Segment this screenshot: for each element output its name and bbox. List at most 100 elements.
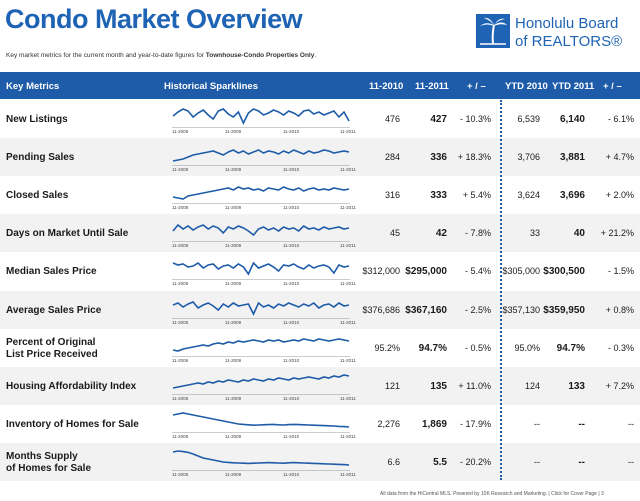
sparkline-tick-label: 11-2009 <box>225 129 242 134</box>
sparkline-tick-label: 11-2010 <box>283 243 300 249</box>
sparkline-tick-label: 11-2010 <box>283 167 300 173</box>
sparkline-tick-label: 11-2008 <box>172 281 189 287</box>
sparkline-tick-label: 11-2010 <box>283 433 300 439</box>
value-month-2010: 121 <box>384 380 400 391</box>
value-ytd-2010: $357,130 <box>502 304 540 315</box>
sparkline-tick-label: 11-2010 <box>283 395 300 401</box>
sparkline-tick-label: 11-2009 <box>225 243 242 249</box>
value-change: + 18.3% <box>457 152 491 163</box>
value-ytd-change: + 4.7% <box>605 152 634 163</box>
value-ytd-2010: 6,539 <box>517 114 540 124</box>
sparkline-series <box>172 300 350 316</box>
sparkline-tick-label: 11-2008 <box>172 471 189 477</box>
sparkline-tick-label: 11-2009 <box>225 205 242 211</box>
sparkline-tick-label: 11-2009 <box>225 471 242 477</box>
table-row: Pending Sales 11-2008 11-2009 11-2010 11-201… <box>0 138 640 177</box>
sparkline-tick-label: 11-2011 <box>340 319 356 325</box>
metric-label: Median Sales Price <box>6 266 97 278</box>
value-ytd-2011: 94.7% <box>556 342 585 354</box>
sparkline <box>172 256 352 281</box>
table-row: Months Supply of Homes for Sale 11-2008 11… <box>0 442 640 481</box>
sparkline-tick-label: 11-2009 <box>225 395 242 401</box>
value-change: - 17.9% <box>459 418 491 429</box>
col-month-2011: 11-2011 <box>415 81 449 92</box>
value-month-2010: 45 <box>389 228 400 239</box>
sparkline-series <box>172 262 350 276</box>
value-ytd-2011: 3,881 <box>559 152 585 164</box>
ytd-divider <box>500 100 502 480</box>
sparkline <box>172 447 352 471</box>
value-ytd-change: - 0.3% <box>607 342 634 353</box>
sparkline-series <box>172 149 350 162</box>
value-month-2011: 42 <box>435 228 447 240</box>
table-row: Closed Sales 11-2008 11-2009 11-2010 11-2011… <box>0 176 640 214</box>
value-change: - 2.5% <box>464 304 491 315</box>
value-month-2011: $295,000 <box>405 266 447 278</box>
value-ytd-change: - 6.1% <box>607 114 634 124</box>
sparkline-tick-label: 11-2011 <box>340 243 356 249</box>
value-month-2010: $376,686 <box>362 304 400 315</box>
value-ytd-2010: 95.0% <box>514 342 540 353</box>
value-month-2011: 1,869 <box>421 418 447 430</box>
value-month-2011: 135 <box>430 380 447 392</box>
sparkline-series <box>172 224 350 237</box>
sparkline-tick-label: 11-2008 <box>172 433 189 439</box>
sparkline-series <box>172 450 350 466</box>
value-change: - 5.4% <box>464 266 491 277</box>
sparkline-series <box>172 337 350 352</box>
value-month-2010: $312,000 <box>362 266 400 277</box>
value-month-2010: 476 <box>384 114 400 124</box>
col-ytd-change: + / – <box>603 81 622 92</box>
sparkline-tick-label: 11-2008 <box>172 205 189 211</box>
sparkline-tick-label: 11-2011 <box>340 167 356 173</box>
value-ytd-2011: 133 <box>568 380 585 392</box>
metric-label: Pending Sales <box>6 152 75 164</box>
value-ytd-2011: 6,140 <box>559 114 585 125</box>
sparkline-tick-label: 11-2009 <box>225 357 242 363</box>
sparkline-tick-label: 11-2010 <box>283 471 300 477</box>
sparkline <box>172 409 352 433</box>
value-ytd-2010: 3,624 <box>517 190 540 201</box>
value-ytd-change: + 2.0% <box>605 190 634 201</box>
value-ytd-2011: 3,696 <box>559 190 585 202</box>
col-sparklines: Historical Sparklines <box>164 81 258 92</box>
col-ytd-2010: YTD 2010 <box>505 81 548 92</box>
col-month-2010: 11-2010 <box>369 81 404 92</box>
value-ytd-2010: 33 <box>529 228 540 239</box>
value-change: - 20.2% <box>459 456 491 467</box>
value-ytd-2010: -- <box>534 456 540 467</box>
sparkline-tick-label: 11-2011 <box>340 281 356 287</box>
value-ytd-2011: $300,500 <box>543 266 585 278</box>
sparkline-tick-label: 11-2011 <box>340 357 356 363</box>
sparkline-series <box>172 108 350 125</box>
value-ytd-2011: 40 <box>573 228 585 240</box>
table-row: Days on Market Until Sale 11-2008 11-2009 1… <box>0 214 640 253</box>
table-row: New Listings 11-2008 11-2009 11-2010 11-2011… <box>0 100 640 138</box>
value-month-2011: 427 <box>430 114 447 125</box>
value-ytd-2011: -- <box>578 456 585 468</box>
table-header: Key Metrics Historical Sparklines 11-201… <box>0 72 640 99</box>
sparkline-tick-label: 11-2009 <box>225 281 242 287</box>
value-ytd-2011: $359,950 <box>543 304 585 316</box>
sparkline-tick-label: 11-2009 <box>225 319 242 325</box>
metric-label: Housing Affordability Index <box>6 380 137 392</box>
sparkline-tick-label: 11-2008 <box>172 395 189 401</box>
board-logo: Honolulu Board of REALTORS® <box>476 14 636 54</box>
sparkline-series <box>172 186 350 201</box>
sparkline-tick-label: 11-2008 <box>172 357 189 363</box>
value-month-2010: 2,276 <box>377 418 400 429</box>
sparkline-tick-label: 11-2010 <box>283 129 300 134</box>
metric-label: Inventory of Homes for Sale <box>6 418 139 430</box>
sparkline-tick-label: 11-2009 <box>225 167 242 173</box>
sparkline <box>172 218 352 243</box>
sparkline-tick-label: 11-2010 <box>283 205 300 211</box>
value-change: - 0.5% <box>464 342 491 353</box>
table-row: Inventory of Homes for Sale 11-2008 11-200… <box>0 405 640 443</box>
value-ytd-2010: -- <box>534 418 540 429</box>
col-key-metrics: Key Metrics <box>6 81 60 92</box>
sparkline-tick-label: 11-2011 <box>340 129 356 134</box>
page-title: Condo Market Overview <box>5 4 303 34</box>
page-subtitle: Key market metrics for the current month… <box>6 52 317 59</box>
value-month-2011: $367,160 <box>405 304 447 316</box>
sparkline-tick-label: 11-2008 <box>172 129 189 134</box>
